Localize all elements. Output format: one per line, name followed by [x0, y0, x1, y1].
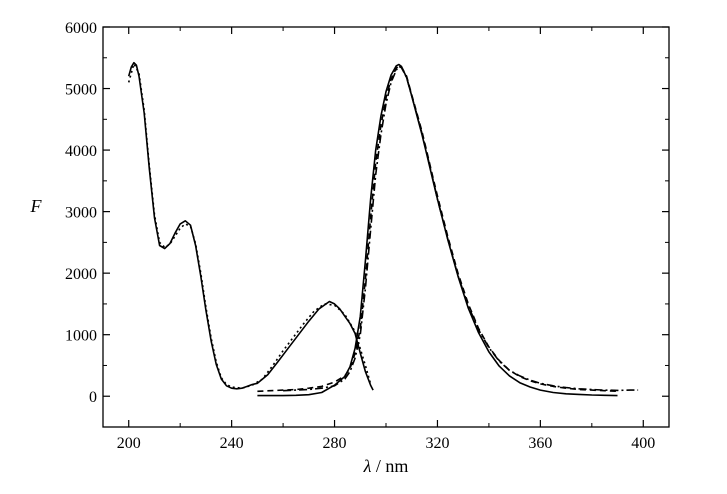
x-tick-label: 280: [323, 435, 347, 452]
x-axis-ticks: 200 240 280 320 360 400: [117, 27, 655, 452]
y-tick-label: 3000: [65, 205, 97, 222]
x-tick-label: 400: [631, 435, 655, 452]
y-tick-label: 4000: [65, 143, 97, 160]
plot-frame: [102, 26, 670, 428]
x-axis-label: λ / nm: [363, 456, 409, 476]
y-tick-label: 2000: [65, 266, 97, 283]
series-line-1: [127, 61, 374, 391]
x-tick-label: 320: [425, 435, 449, 452]
y-axis-ticks: 0 1000 2000 3000 4000 5000 6000: [65, 20, 669, 406]
x-tick-label: 200: [117, 435, 141, 452]
series-layer: [127, 61, 639, 397]
y-tick-label: 5000: [65, 82, 97, 99]
y-tick-label: 6000: [65, 20, 97, 37]
series-line-5: [127, 63, 372, 389]
x-axis-label-unit: / nm: [376, 456, 409, 476]
x-tick-label: 240: [220, 435, 244, 452]
series-line-4: [257, 63, 618, 397]
series-line-3: [283, 65, 639, 392]
x-axis-label-symbol: λ: [363, 456, 372, 476]
y-tick-label: 1000: [65, 328, 97, 345]
y-axis-label: F: [30, 196, 43, 216]
y-tick-label: 0: [89, 389, 97, 406]
series-line-2: [257, 65, 618, 393]
x-tick-label: 360: [528, 435, 552, 452]
